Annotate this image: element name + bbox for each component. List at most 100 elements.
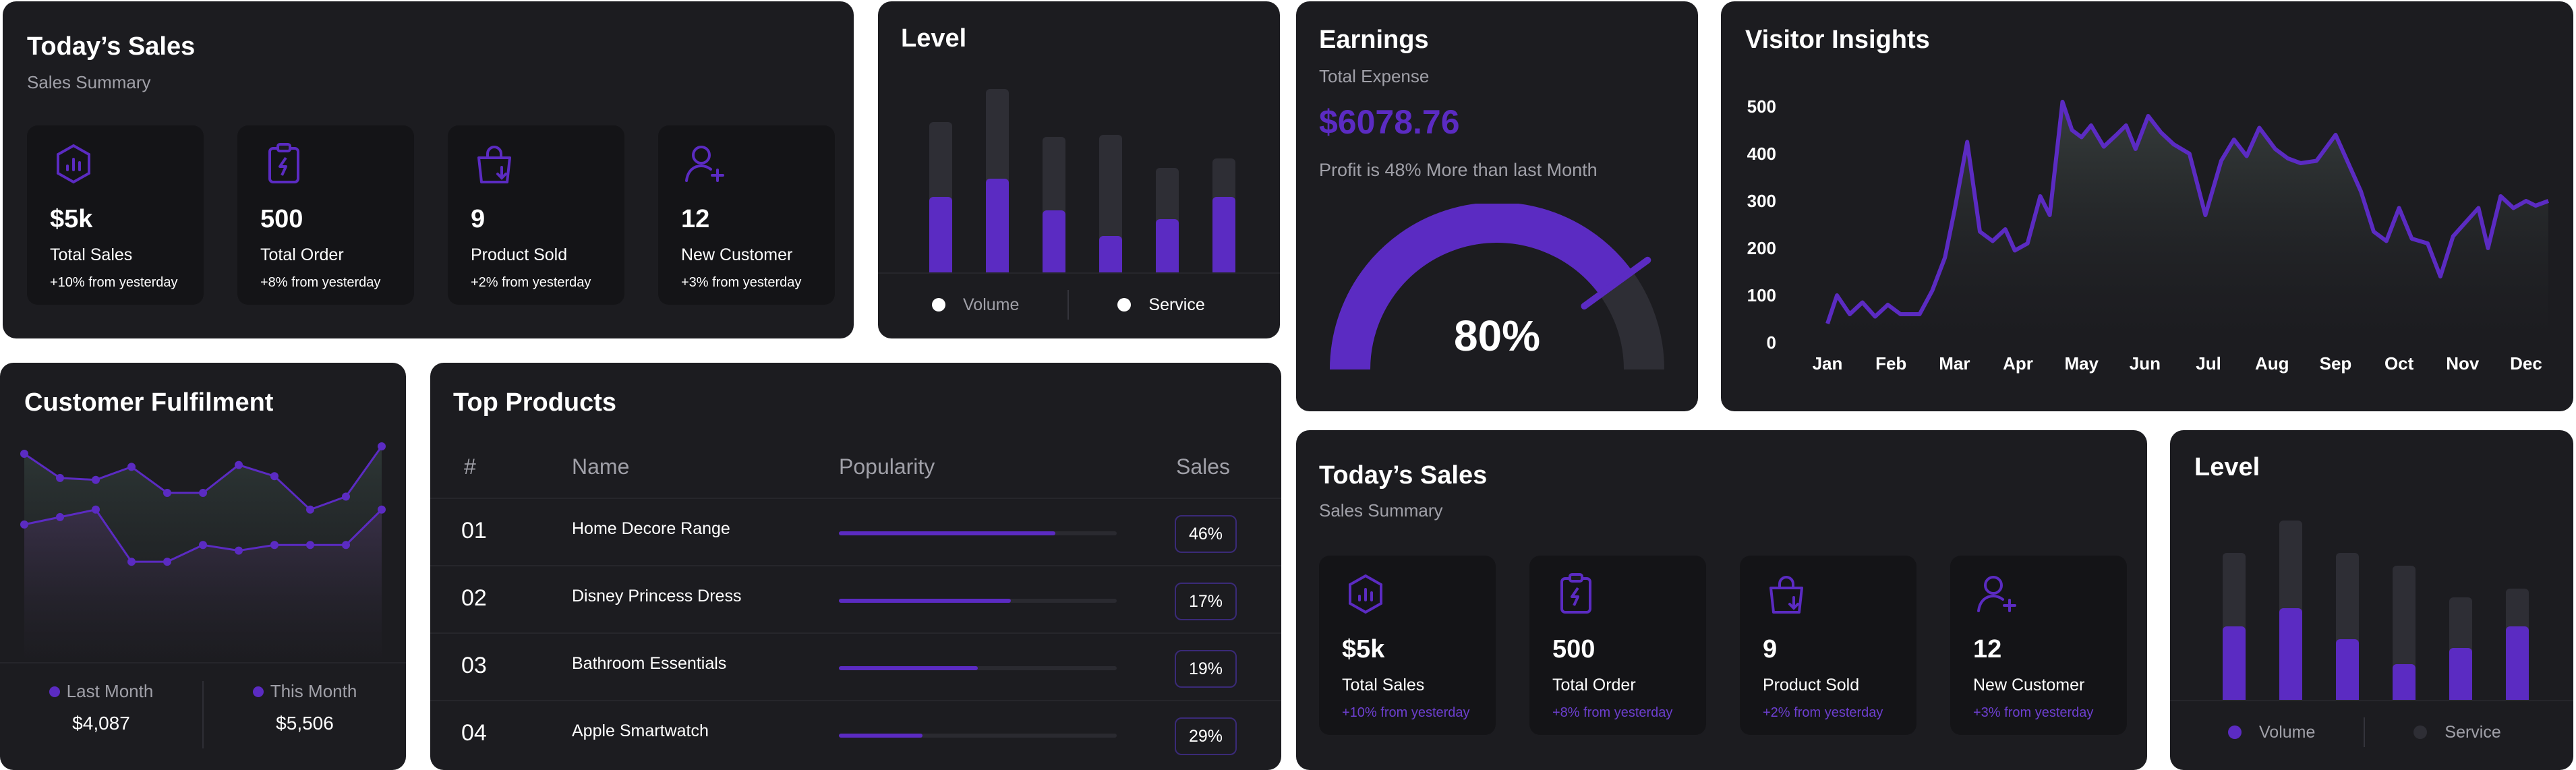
top-products-card: Top Products # Name Popularity Sales 01 …: [430, 363, 1281, 770]
y-tick-label: 100: [1747, 285, 1776, 305]
x-tick-label: Sep: [2320, 353, 2352, 374]
tile-label: Product Sold: [1763, 676, 1860, 694]
popularity-fill: [839, 599, 1012, 603]
series-point: [378, 505, 386, 514]
table-row[interactable]: 01 Home Decore Range 46%: [430, 498, 1281, 566]
column-header-popularity: Popularity: [839, 454, 935, 479]
sales-tiles: $5k Total Sales +10% from yesterday 500 …: [1319, 556, 2127, 735]
x-tick-label: May: [2064, 353, 2099, 374]
card-title: Level: [901, 24, 967, 53]
gauge-needle: [1581, 256, 1651, 309]
tile-label: Total Sales: [50, 245, 133, 264]
table-row[interactable]: 03 Bathroom Essentials 19%: [430, 632, 1281, 701]
row-number: 01: [461, 518, 487, 543]
x-tick-label: Aug: [2255, 353, 2289, 374]
visitor-line: [1825, 100, 2550, 324]
row-number: 02: [461, 585, 487, 611]
tile-new-customer[interactable]: 12 New Customer +3% from yesterday: [658, 125, 835, 305]
legend-divider: [202, 681, 204, 748]
product-name: Disney Princess Dress: [572, 587, 742, 605]
gauge-label: 80%: [1454, 312, 1540, 360]
tile-note: +10% from yesterday: [50, 275, 178, 290]
tile-product-sold[interactable]: 9 Product Sold +2% from yesterday: [1740, 556, 1916, 735]
series-point: [235, 461, 243, 469]
chart-baseline: [2170, 700, 2573, 701]
level-bar-volume: [2393, 663, 2416, 700]
series-point: [92, 505, 100, 514]
column-header-sales: Sales: [1176, 454, 1231, 479]
sales-badge: 46%: [1175, 515, 1237, 553]
table-row[interactable]: 02 Disney Princess Dress 17%: [430, 565, 1281, 634]
legend-service: Service: [1117, 295, 1205, 315]
tile-note: +3% from yesterday: [1973, 705, 2094, 720]
legend-dot: [252, 686, 264, 697]
level-card: Level Volume Service: [2170, 430, 2573, 770]
series-point: [378, 442, 386, 450]
legend-dot: [2228, 725, 2242, 739]
series-point: [56, 512, 64, 521]
tile-total-order[interactable]: 500 Total Order +8% from yesterday: [237, 125, 414, 305]
tile-note: +8% from yesterday: [1552, 705, 1673, 720]
x-tick-label: Nov: [2446, 353, 2480, 374]
tile-value: 12: [681, 205, 710, 233]
card-title: Earnings: [1319, 26, 1429, 54]
card-title: Top Products: [453, 388, 617, 417]
y-tick-label: 300: [1747, 191, 1776, 211]
tile-value: $5k: [1342, 635, 1385, 663]
sales-tiles: $5k Total Sales +10% from yesterday 500 …: [27, 125, 835, 305]
legend-this-month: This Month $5,506: [204, 681, 406, 755]
card-title: Customer Fulfilment: [24, 388, 274, 417]
tile-total-sales[interactable]: $5k Total Sales +10% from yesterday: [1319, 556, 1496, 735]
popularity-bar: [839, 734, 1117, 738]
series-point: [199, 541, 207, 550]
series-point: [306, 505, 314, 514]
card-title: Level: [2194, 453, 2260, 481]
tile-value: 9: [1763, 635, 1778, 663]
level-card: Level Volume Service: [878, 1, 1280, 338]
tile-value: 500: [1552, 635, 1596, 663]
popularity-fill: [839, 734, 923, 738]
level-bar-volume: [2506, 626, 2529, 700]
tile-value: 12: [1973, 635, 2002, 663]
tile-value: 500: [260, 205, 303, 233]
y-tick-label: 400: [1747, 144, 1776, 164]
level-bar-volume: [1099, 235, 1122, 272]
level-bar: [1156, 167, 1179, 272]
legend-dot: [2413, 725, 2428, 739]
level-bar-volume: [1043, 210, 1065, 272]
earnings-card: Earnings Total Expense $6078.76 Profit i…: [1296, 1, 1698, 411]
series-point: [342, 541, 350, 550]
series-point: [306, 541, 314, 550]
visitor-insights-card: Visitor Insights 0 100 200 300 400 500 Jan Feb…: [1721, 1, 2573, 411]
column-header-num: #: [464, 454, 476, 479]
tile-product-sold[interactable]: 9 Product Sold +2% from yesterday: [448, 125, 624, 305]
level-bar-volume: [1156, 219, 1179, 272]
legend-dot: [932, 298, 945, 312]
legend-last-month: Last Month $4,087: [0, 681, 202, 755]
clipboard-bolt-icon: [268, 143, 299, 183]
level-bar: [1099, 135, 1122, 272]
tile-total-order[interactable]: 500 Total Order +8% from yesterday: [1529, 556, 1706, 735]
sales-badge: 17%: [1175, 583, 1237, 620]
tile-label: Total Order: [1552, 676, 1636, 694]
add-user-icon: [1977, 576, 2016, 612]
y-tick-label: 200: [1747, 238, 1776, 258]
series-point: [235, 546, 243, 555]
table-row[interactable]: 04 Apple Smartwatch 29%: [430, 700, 1281, 769]
level-bars: [2223, 521, 2529, 700]
level-legend: Volume Service: [2228, 717, 2501, 747]
x-tick-label: Dec: [2510, 353, 2542, 374]
legend-label: Volume: [2259, 722, 2316, 742]
row-number: 03: [461, 653, 487, 678]
tile-new-customer[interactable]: 12 New Customer +3% from yesterday: [1950, 556, 2127, 735]
row-number: 04: [461, 720, 487, 746]
level-bar: [2393, 565, 2416, 700]
legend-label: Volume: [963, 295, 1020, 314]
sales-summary-card: Today’s Sales Sales Summary $5k Total Sa…: [3, 1, 854, 338]
x-tick-label: Apr: [2003, 353, 2033, 374]
card-title: Today’s Sales: [1319, 461, 1488, 490]
level-bar-volume: [2449, 647, 2472, 700]
chart-hexagon-icon: [57, 144, 90, 184]
tile-total-sales[interactable]: $5k Total Sales +10% from yesterday: [27, 125, 204, 305]
tile-value: $5k: [50, 205, 93, 233]
